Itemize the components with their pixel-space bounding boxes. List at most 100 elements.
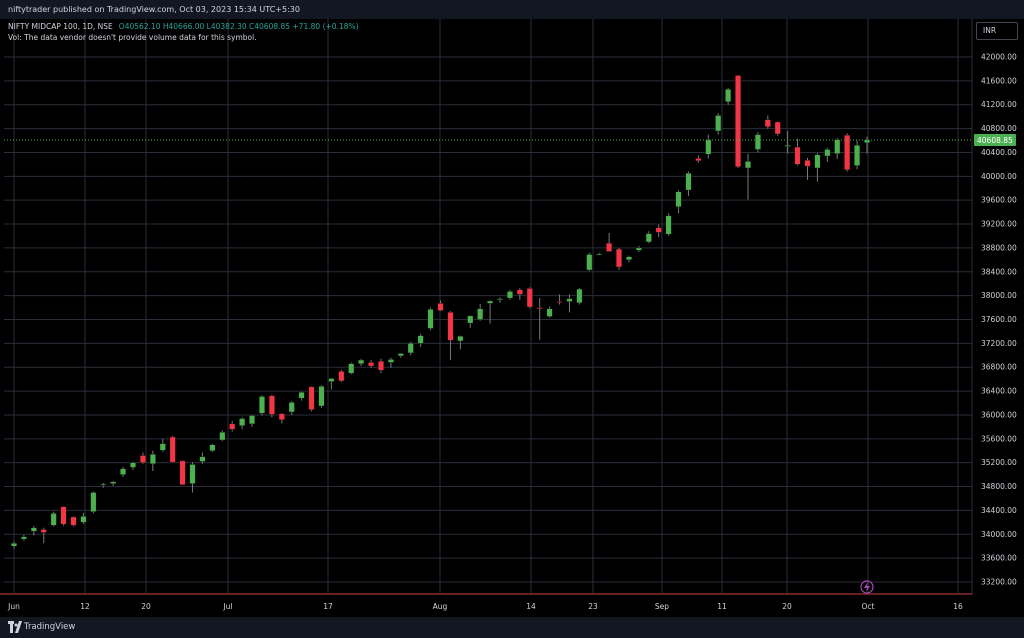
- candle-body: [50, 513, 57, 526]
- price-chart[interactable]: 33200.00 33600.00 34000.00 34400.00 34800.00…: [0, 19, 1024, 617]
- candle-body: [219, 432, 226, 441]
- candle-body: [457, 336, 464, 342]
- time-tick-label: 16: [953, 602, 963, 611]
- candle-body: [189, 464, 196, 484]
- candle-body: [417, 335, 424, 344]
- time-tick-label: Sep: [655, 602, 669, 611]
- price-tick-label: 41600.00: [981, 76, 1017, 85]
- candle-body: [278, 413, 285, 420]
- candle-body: [834, 139, 841, 154]
- candle-body: [745, 161, 751, 169]
- candle-body: [655, 227, 662, 233]
- candle-body: [388, 359, 394, 363]
- candle-body: [844, 135, 851, 170]
- candle-body: [447, 312, 454, 341]
- candle-body: [427, 309, 434, 329]
- candle-body: [358, 359, 365, 364]
- candle-body: [814, 154, 821, 169]
- candle-body: [110, 481, 117, 484]
- candle-body: [526, 288, 533, 308]
- candle-body: [179, 460, 186, 485]
- candle-body: [407, 343, 414, 354]
- candle-body: [774, 121, 781, 135]
- publish-info: niftytrader published on TradingView.com…: [8, 5, 300, 14]
- candle-body: [437, 303, 444, 311]
- candle-body: [516, 289, 523, 295]
- candle-body: [715, 115, 722, 132]
- candle-body: [705, 139, 712, 155]
- candle-body: [824, 149, 831, 157]
- candle-body: [864, 139, 870, 143]
- candle-body: [30, 527, 37, 532]
- candle-body: [546, 308, 553, 317]
- time-tick-label: 20: [141, 602, 151, 611]
- price-tick-label: 34400.00: [981, 506, 1017, 515]
- candle-body: [90, 492, 97, 512]
- candle-body: [725, 89, 732, 102]
- price-tick-label: 36400.00: [981, 387, 1017, 396]
- candle-body: [477, 308, 484, 320]
- candle-body: [626, 256, 632, 260]
- price-tick-label: 37200.00: [981, 339, 1017, 348]
- candle-body: [467, 315, 474, 324]
- candle-body: [40, 529, 47, 533]
- time-tick-label: 12: [80, 602, 90, 611]
- candle-body: [259, 396, 265, 414]
- time-tick-label: Jul: [222, 602, 232, 611]
- candle-body: [804, 160, 811, 167]
- candle-body: [566, 298, 573, 302]
- chart-area[interactable]: 33200.00 33600.00 34000.00 34400.00 34800.00…: [0, 19, 1024, 617]
- price-tick-label: 38800.00: [981, 243, 1017, 252]
- candle-body: [695, 158, 702, 161]
- lightning-icon: [864, 582, 870, 592]
- candle-body: [80, 516, 87, 523]
- candle-body: [378, 361, 384, 371]
- time-tick-label: 23: [588, 602, 598, 611]
- candle-body: [397, 353, 404, 357]
- candle-body: [11, 543, 17, 547]
- price-tick-label: 33200.00: [981, 578, 1017, 587]
- time-tick-label: 14: [526, 602, 536, 611]
- price-tick-label: 42000.00: [981, 53, 1017, 62]
- candle-body: [308, 386, 315, 410]
- footer: TradingView: [0, 617, 1024, 638]
- price-tick-label: 36000.00: [981, 410, 1017, 419]
- candle-body: [229, 423, 236, 430]
- price-tick-label: 39200.00: [981, 220, 1017, 229]
- price-tick-label: 38400.00: [981, 267, 1017, 276]
- candle-body: [507, 291, 513, 299]
- candle-body: [764, 119, 771, 127]
- time-tick-label: 20: [782, 602, 792, 611]
- candle-body: [854, 145, 860, 166]
- publish-header: niftytrader published on TradingView.com…: [0, 0, 1024, 19]
- last-price-label: 40608.85: [977, 136, 1013, 145]
- time-tick-label: Oct: [862, 602, 875, 611]
- price-tick-label: 36800.00: [981, 363, 1017, 372]
- time-tick-label: Aug: [433, 602, 448, 611]
- candle-body: [21, 536, 27, 540]
- price-tick-label: 41200.00: [981, 100, 1017, 109]
- price-tick-label: 35600.00: [981, 434, 1017, 443]
- candle-body: [298, 392, 305, 399]
- candle-body: [100, 484, 107, 486]
- candle-body: [556, 301, 563, 303]
- tradingview-logo-icon: [8, 621, 22, 633]
- candle-body: [199, 456, 206, 462]
- candle-body: [120, 468, 127, 475]
- candle-body: [685, 173, 692, 191]
- candle-body: [70, 516, 77, 526]
- chart-legend: NIFTY MIDCAP 100, 1D, NSE O40562.10 H4066…: [8, 21, 359, 43]
- currency-button[interactable]: INR: [976, 22, 1018, 40]
- symbol-label: NIFTY MIDCAP 100, 1D, NSE: [8, 22, 113, 31]
- candle-body: [268, 395, 275, 415]
- candle-body: [497, 298, 503, 300]
- price-tick-label: 35200.00: [981, 458, 1017, 467]
- price-tick-label: 40400.00: [981, 148, 1017, 157]
- candle-body: [635, 247, 642, 251]
- time-tick-label: Jun: [7, 602, 20, 611]
- candle-body: [140, 455, 146, 463]
- candle-body: [318, 386, 325, 407]
- candle-body: [239, 418, 246, 426]
- candle-body: [665, 215, 672, 235]
- candle-body: [288, 402, 295, 413]
